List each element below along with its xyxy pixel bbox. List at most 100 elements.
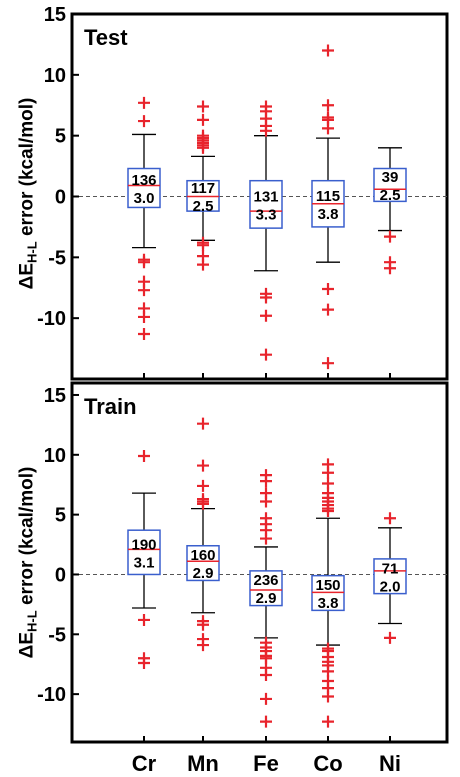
outlier-marker bbox=[322, 357, 334, 370]
outlier-marker bbox=[197, 479, 209, 492]
outlier-marker bbox=[322, 99, 334, 112]
outlier-marker bbox=[197, 639, 209, 652]
outlier-marker bbox=[138, 256, 150, 269]
outlier-marker bbox=[260, 495, 272, 508]
test-y-tick-label: 10 bbox=[44, 65, 66, 87]
train-y-tick-label: 10 bbox=[44, 445, 66, 467]
spread-value-label: 3.8 bbox=[318, 595, 339, 612]
interquartile-box bbox=[373, 558, 407, 595]
outlier-marker bbox=[260, 668, 272, 681]
sample-count-label: 236 bbox=[253, 572, 278, 589]
sample-count-label: 136 bbox=[131, 172, 156, 189]
test-y-axis-label: ΔEH-L error (kcal/mol) bbox=[16, 97, 40, 289]
outlier-marker bbox=[138, 96, 150, 109]
outlier-marker bbox=[260, 309, 272, 322]
outlier-marker bbox=[197, 113, 209, 126]
outlier-marker bbox=[260, 291, 272, 304]
spread-value-label: 2.9 bbox=[193, 565, 214, 582]
train-y-tick-label: 0 bbox=[55, 564, 66, 586]
outlier-marker bbox=[197, 239, 209, 252]
outlier-marker bbox=[138, 613, 150, 626]
train-y-tick-label: 5 bbox=[55, 505, 66, 527]
outlier-marker bbox=[138, 449, 150, 462]
train-plot-frame bbox=[70, 381, 449, 744]
outlier-marker bbox=[260, 692, 272, 705]
interquartile-box bbox=[127, 529, 161, 576]
outlier-marker bbox=[197, 459, 209, 472]
x-category-label-mn: Mn bbox=[187, 751, 219, 776]
outlier-marker bbox=[260, 475, 272, 488]
outlier-marker bbox=[384, 512, 396, 525]
sample-count-label: 117 bbox=[191, 180, 215, 197]
train-box-ni: 712.0 bbox=[373, 512, 407, 644]
test-y-tick-label: -10 bbox=[37, 308, 66, 330]
outlier-marker bbox=[138, 310, 150, 323]
spread-value-label: 2.5 bbox=[193, 198, 214, 215]
train-y-tick-label: 15 bbox=[44, 385, 66, 407]
outlier-marker bbox=[197, 417, 209, 430]
interquartile-box bbox=[373, 167, 407, 203]
outlier-marker bbox=[322, 122, 334, 135]
test-y-tick-label: 15 bbox=[44, 4, 66, 26]
outlier-marker bbox=[322, 466, 334, 479]
outlier-marker bbox=[138, 284, 150, 297]
x-category-label-ni: Ni bbox=[379, 751, 401, 776]
interquartile-box bbox=[249, 179, 283, 229]
spread-value-label: 3.0 bbox=[134, 190, 155, 207]
outlier-marker bbox=[322, 505, 334, 518]
sample-count-label: 160 bbox=[190, 547, 215, 564]
sample-count-label: 131 bbox=[253, 188, 278, 205]
train-y-tick-label: -10 bbox=[37, 684, 66, 706]
sample-count-label: 190 bbox=[131, 536, 156, 553]
test-y-tick-label: -5 bbox=[48, 247, 66, 269]
interquartile-box bbox=[127, 167, 161, 209]
outlier-marker bbox=[260, 715, 272, 728]
outlier-marker bbox=[197, 100, 209, 113]
test-panel: -10-5051015Test1363.01172.51313.31153.83… bbox=[37, 4, 449, 381]
x-category-label-fe: Fe bbox=[253, 751, 279, 776]
outlier-marker bbox=[322, 282, 334, 295]
outlier-marker bbox=[322, 715, 334, 728]
interquartile-box bbox=[249, 570, 283, 607]
spread-value-label: 2.0 bbox=[380, 578, 401, 595]
outlier-marker bbox=[322, 303, 334, 316]
outlier-marker bbox=[384, 631, 396, 644]
outlier-marker bbox=[197, 618, 209, 631]
outlier-marker bbox=[197, 497, 209, 510]
spread-value-label: 3.1 bbox=[134, 554, 155, 571]
outlier-marker bbox=[322, 690, 334, 703]
outlier-marker bbox=[384, 230, 396, 243]
spread-value-label: 3.8 bbox=[318, 206, 339, 223]
sample-count-label: 39 bbox=[382, 169, 399, 186]
outlier-marker bbox=[138, 327, 150, 340]
test-y-tick-label: 5 bbox=[55, 126, 66, 148]
outlier-marker bbox=[384, 262, 396, 275]
spread-value-label: 2.5 bbox=[380, 187, 401, 204]
test-box-ni: 392.5 bbox=[373, 147, 407, 275]
outlier-marker bbox=[197, 141, 209, 154]
sample-count-label: 150 bbox=[315, 577, 340, 594]
interquartile-box bbox=[186, 544, 220, 582]
sample-count-label: 115 bbox=[316, 188, 340, 205]
train-panel-title: Train bbox=[84, 394, 137, 419]
train-y-tick-label: -5 bbox=[48, 624, 66, 646]
x-category-label-co: Co bbox=[313, 751, 342, 776]
outlier-marker bbox=[260, 124, 272, 137]
test-panel-title: Test bbox=[84, 25, 128, 50]
outlier-marker bbox=[138, 115, 150, 128]
outlier-marker bbox=[138, 657, 150, 670]
spread-value-label: 2.9 bbox=[256, 590, 277, 607]
outlier-marker bbox=[322, 44, 334, 57]
train-y-axis-label: ΔEH-L error (kcal/mol) bbox=[16, 466, 40, 659]
sample-count-label: 71 bbox=[382, 560, 399, 577]
